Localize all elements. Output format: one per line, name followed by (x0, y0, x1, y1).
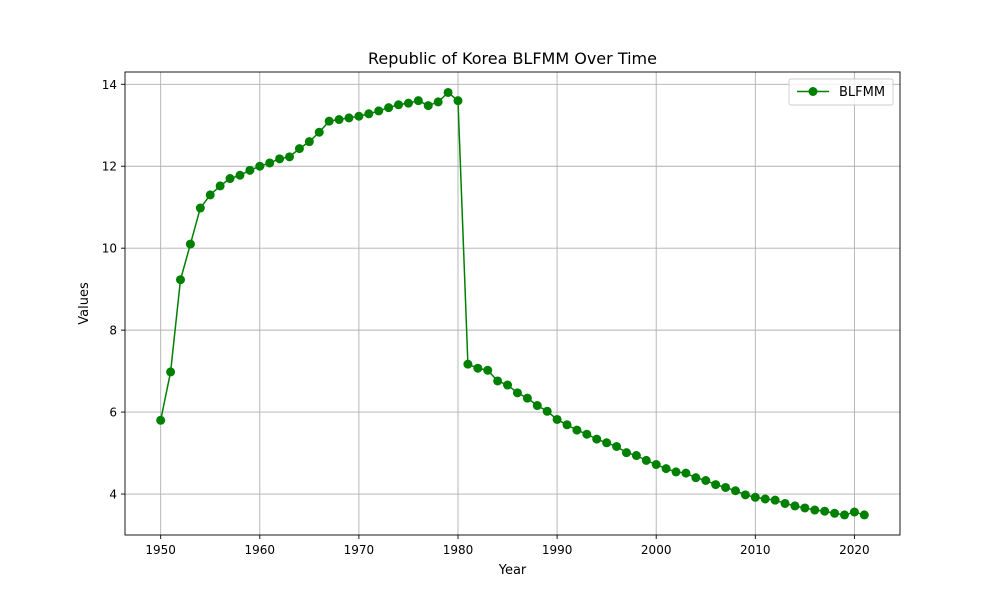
x-tick-label: 1970 (344, 543, 375, 557)
data-point (859, 510, 869, 520)
data-point (265, 158, 275, 168)
data-point (294, 144, 304, 154)
x-tick-label: 1950 (145, 543, 176, 557)
y-tick-label: 4 (109, 488, 117, 502)
data-point (612, 441, 622, 451)
data-point (463, 359, 473, 369)
plot-area-frame (124, 71, 901, 536)
x-axis-ticks: 1950 1960 1970 1980 1990 2000 2010 2020 (145, 535, 870, 557)
data-point (681, 468, 691, 478)
series-group (156, 87, 869, 520)
data-point (592, 434, 602, 444)
data-point (641, 455, 651, 465)
data-point (215, 181, 225, 191)
data-point (849, 507, 859, 517)
data-point (770, 495, 780, 505)
data-point (512, 388, 522, 398)
data-point (185, 239, 195, 249)
data-point (631, 451, 641, 461)
data-point (750, 492, 760, 502)
data-point (810, 505, 820, 515)
data-point (780, 498, 790, 508)
data-point (552, 414, 562, 424)
data-point (671, 467, 681, 477)
legend: BLFMM (788, 78, 894, 106)
legend-label-blfmm: BLFMM (839, 85, 885, 100)
y-tick-label: 12 (102, 160, 117, 174)
data-point (760, 494, 770, 504)
y-axis-label: Values (77, 282, 92, 325)
data-point (602, 438, 612, 448)
x-tick-label: 2010 (740, 543, 771, 557)
x-axis-label: Year (498, 563, 527, 578)
data-point (691, 473, 701, 483)
data-point (433, 97, 443, 107)
data-point (651, 460, 661, 470)
data-point (661, 464, 671, 474)
data-point (403, 98, 413, 108)
y-tick-label: 10 (102, 242, 117, 256)
data-point (175, 275, 185, 285)
data-point (205, 190, 215, 200)
data-point (384, 103, 394, 113)
data-point (503, 380, 513, 390)
data-point (314, 127, 324, 137)
data-point (285, 152, 295, 162)
data-point (542, 406, 552, 416)
data-point (443, 87, 453, 97)
x-tick-label: 2000 (641, 543, 672, 557)
data-point (730, 486, 740, 496)
data-point (453, 96, 463, 106)
data-point (701, 476, 711, 486)
data-point (562, 420, 572, 430)
data-point (532, 401, 542, 411)
data-point (394, 100, 404, 110)
data-point (800, 503, 810, 513)
data-point (156, 415, 166, 425)
data-point (195, 203, 205, 213)
data-point (621, 448, 631, 458)
data-point (354, 111, 364, 121)
data-point (721, 482, 731, 492)
y-tick-label: 14 (102, 78, 117, 92)
x-tick-label: 2020 (839, 543, 870, 557)
data-point (790, 501, 800, 511)
data-point (711, 480, 721, 490)
x-tick-label: 1990 (542, 543, 573, 557)
y-tick-label: 6 (109, 406, 117, 420)
y-tick-label: 8 (109, 324, 117, 338)
data-point (582, 429, 592, 439)
data-point (255, 161, 265, 171)
data-point (304, 137, 314, 147)
data-point (483, 365, 493, 375)
legend-box (788, 78, 894, 106)
data-point (324, 116, 334, 126)
data-point (572, 425, 582, 435)
data-point (840, 510, 850, 520)
legend-marker-swatch (808, 87, 818, 96)
x-tick-label: 1960 (245, 543, 276, 557)
data-point (364, 109, 374, 119)
data-point (166, 367, 176, 377)
data-point (235, 170, 245, 180)
data-point (225, 174, 235, 184)
data-point (473, 363, 483, 373)
data-point (374, 106, 384, 116)
chart-title: Republic of Korea BLFMM Over Time (368, 49, 657, 68)
data-point (245, 165, 255, 175)
data-point (820, 506, 830, 516)
data-point (334, 115, 344, 125)
data-point (275, 154, 285, 164)
data-point (423, 101, 433, 111)
data-point (413, 96, 423, 106)
data-point (740, 490, 750, 500)
x-tick-label: 1980 (443, 543, 474, 557)
y-axis-ticks: 4 6 8 10 12 14 (102, 78, 125, 502)
data-point (344, 113, 354, 123)
grid-lines (125, 72, 900, 535)
data-point (493, 376, 503, 386)
data-point (830, 508, 840, 518)
data-point (522, 393, 532, 403)
